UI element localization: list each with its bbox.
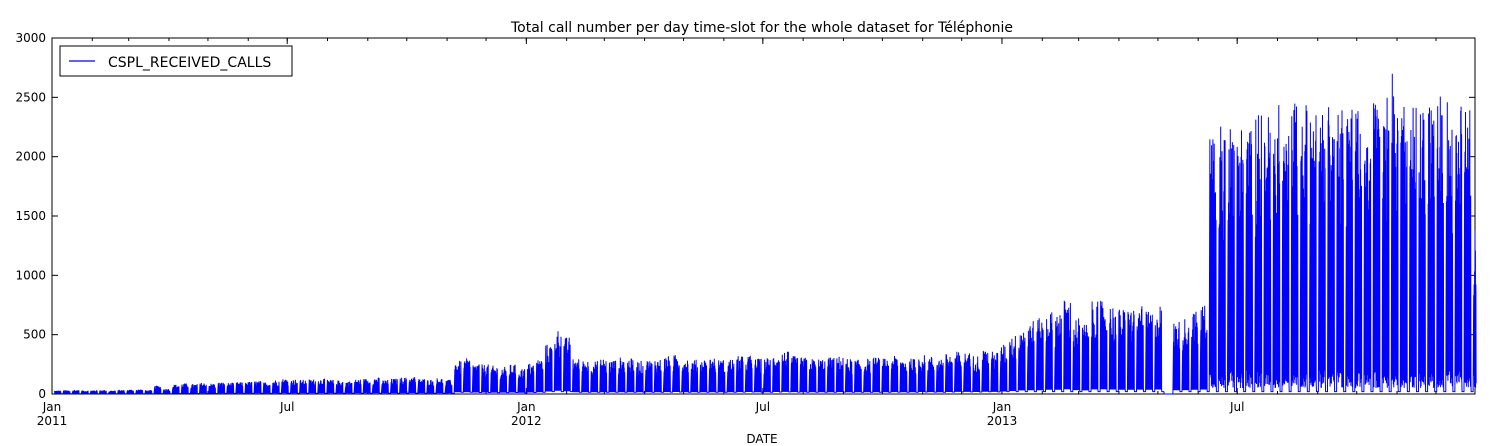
x-tick-label-year: 2012 (511, 414, 542, 428)
x-tick-label: Jan (42, 400, 62, 414)
legend: CSPL_RECEIVED_CALLS (59, 45, 293, 77)
y-tick-label: 500 (23, 328, 46, 342)
y-tick-label: 0 (38, 387, 46, 401)
y-axis: 0 500 1000 1500 2000 2500 3000 (15, 31, 1475, 401)
y-tick-label: 2500 (15, 90, 46, 104)
y-tick-label: 2000 (15, 150, 46, 164)
x-axis-label: DATE (746, 432, 777, 446)
y-tick-label: 1000 (15, 268, 46, 282)
legend-label-cspl-received-calls: CSPL_RECEIVED_CALLS (108, 55, 271, 71)
series-line-cspl-received-calls (54, 73, 1477, 395)
series-group (54, 73, 1477, 395)
x-tick-label: Jul (279, 400, 294, 414)
chart-title: Total call number per day time-slot for … (510, 20, 1013, 36)
x-tick-label-year: 2013 (987, 414, 1018, 428)
y-tick-label: 1500 (15, 209, 46, 223)
y-tick-label: 3000 (15, 31, 46, 45)
legend-box (59, 45, 293, 77)
x-tick-label: Jul (1229, 400, 1244, 414)
x-tick-label: Jan (992, 400, 1012, 414)
x-tick-label-year: 2011 (37, 414, 68, 428)
x-tick-label: Jan (516, 400, 536, 414)
x-tick-label: Jul (755, 400, 770, 414)
